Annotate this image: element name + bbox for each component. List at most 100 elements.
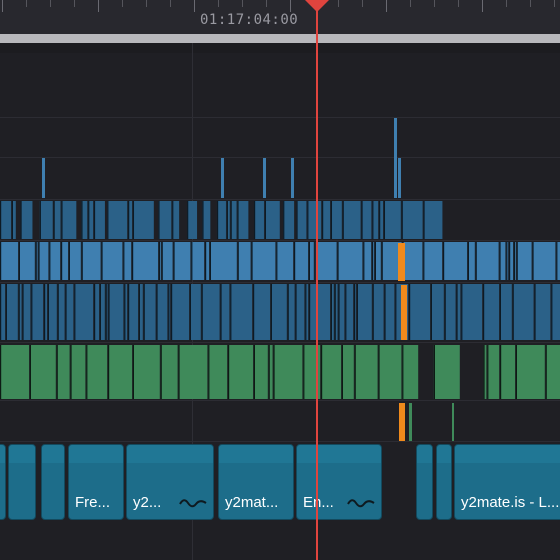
ruler-tick xyxy=(242,0,243,7)
subtitle-clip[interactable] xyxy=(41,444,65,520)
clip-edge xyxy=(86,345,88,399)
video-clip xyxy=(209,242,237,280)
subtitle-clip[interactable]: y2mat... xyxy=(218,444,294,520)
marker-clip xyxy=(398,243,405,281)
clip-edge xyxy=(372,201,374,239)
clip-edge xyxy=(276,242,278,280)
audio-clip xyxy=(433,345,460,399)
audio-clip xyxy=(515,345,545,399)
clip-edge xyxy=(107,201,109,239)
clip-edge xyxy=(296,201,298,239)
ruler-tick xyxy=(194,0,195,12)
clip-edge xyxy=(307,201,309,239)
clip-edge xyxy=(0,242,2,280)
video-clip xyxy=(99,284,105,340)
subtitle-clip[interactable] xyxy=(436,444,452,520)
clip-edge xyxy=(237,201,239,239)
clip-edge xyxy=(303,345,305,399)
clip-edge xyxy=(356,284,358,340)
subtitle-clip[interactable]: y2... xyxy=(126,444,214,520)
clip-edge xyxy=(70,345,72,399)
clip-edge xyxy=(160,345,162,399)
clip-edge xyxy=(191,242,193,280)
video-clip xyxy=(94,284,99,340)
video-clip xyxy=(372,201,379,239)
audio-clip xyxy=(132,345,160,399)
subtitle-clip[interactable] xyxy=(8,444,36,520)
clip-spike xyxy=(221,158,224,198)
video-clip xyxy=(330,201,342,239)
subtitle-clip[interactable] xyxy=(416,444,433,520)
video-clip xyxy=(172,201,180,239)
clip-edge xyxy=(378,345,380,399)
video-clip xyxy=(379,201,384,239)
clip-edge xyxy=(158,242,160,280)
lane-separator xyxy=(0,240,560,241)
video-clip xyxy=(296,201,307,239)
video-clip xyxy=(81,242,101,280)
clip-edge xyxy=(253,284,255,340)
playhead[interactable] xyxy=(316,0,318,560)
video-clip xyxy=(361,201,372,239)
audio-clip xyxy=(268,345,273,399)
clip-edge xyxy=(220,284,222,340)
clip-edge xyxy=(337,242,339,280)
ruler-tick xyxy=(554,0,555,7)
clip-edge xyxy=(515,345,517,399)
clip-edge xyxy=(509,242,511,280)
audio-clip xyxy=(303,345,321,399)
clip-edge xyxy=(506,242,508,280)
clip-edge xyxy=(53,201,55,239)
video-clip xyxy=(499,284,512,340)
video-clip xyxy=(173,242,191,280)
ruler-tick xyxy=(290,0,291,12)
video-clip xyxy=(305,284,309,340)
clip-edge xyxy=(309,284,311,340)
audio-clip xyxy=(160,345,178,399)
ruler-tick xyxy=(434,0,435,7)
video-clip xyxy=(409,284,430,340)
video-clip xyxy=(308,242,314,280)
clip-edge xyxy=(216,201,219,239)
video-clip xyxy=(22,284,31,340)
audio-clip xyxy=(70,345,86,399)
clip-edge xyxy=(444,284,446,340)
video-clip xyxy=(430,284,444,340)
clip-edge xyxy=(74,284,76,340)
video-clip xyxy=(363,242,372,280)
clip-edge xyxy=(361,201,363,239)
subtitle-clip[interactable]: Fre... xyxy=(68,444,124,520)
clip-edge xyxy=(11,201,13,239)
clip-edge xyxy=(18,242,20,280)
clip-edge xyxy=(409,284,411,340)
audio-clip xyxy=(108,345,132,399)
video-clip xyxy=(383,201,401,239)
clip-edge xyxy=(81,201,83,239)
clip-edge xyxy=(189,284,191,340)
video-clip xyxy=(53,201,61,239)
subtitle-clip[interactable] xyxy=(0,444,6,520)
clip-edge xyxy=(230,201,232,239)
video-clip xyxy=(401,201,423,239)
clip-edge xyxy=(187,201,189,239)
video-clip xyxy=(0,242,18,280)
timeline-scrollbar[interactable] xyxy=(0,34,560,43)
clip-edge xyxy=(294,242,296,280)
video-clip xyxy=(128,284,138,340)
clip-edge xyxy=(374,242,376,280)
video-clip xyxy=(189,284,201,340)
video-clip xyxy=(226,201,230,239)
time-ruler[interactable]: 01:17:04:00 xyxy=(0,0,560,34)
ruler-tick xyxy=(482,0,483,12)
audio-clip xyxy=(354,345,378,399)
clip-edge xyxy=(321,345,323,399)
clip-edge xyxy=(101,242,103,280)
video-clip xyxy=(11,201,16,239)
subtitle-clip[interactable]: y2mate.is - L... xyxy=(454,444,560,520)
subtitle-clip[interactable]: En... xyxy=(296,444,382,520)
clip-edge xyxy=(230,284,232,340)
clip-edge xyxy=(65,284,67,340)
playhead-handle-icon[interactable] xyxy=(305,0,329,12)
clip-edge xyxy=(264,201,266,239)
